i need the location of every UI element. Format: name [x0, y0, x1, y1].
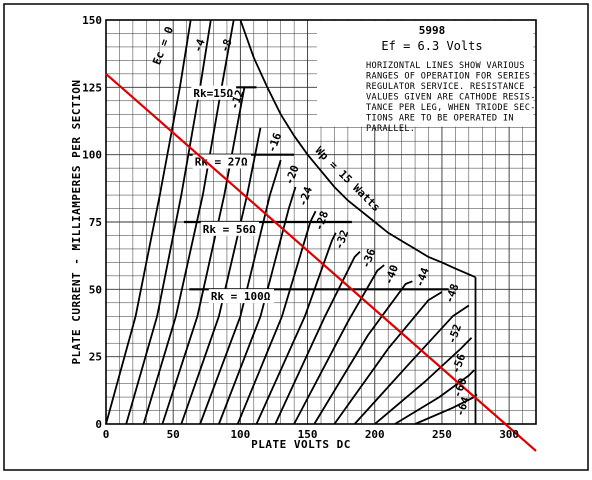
x-axis-title: PLATE VOLTS DC: [251, 438, 351, 451]
grid-bias-curve: [274, 250, 361, 425]
regulator-label-background: [192, 154, 252, 169]
grid-bias-curve: [333, 291, 443, 425]
grid-bias-label: -52: [445, 322, 464, 345]
grid-bias-curve: [180, 127, 262, 425]
grid-bias-curve: [255, 232, 337, 425]
curve-layer: [105, 19, 478, 425]
note-line: RANGES OF OPERATION FOR SERIES: [366, 72, 530, 82]
regulator-label-background: [200, 221, 260, 236]
x-tick-label: 50: [167, 428, 180, 441]
x-tick-label: 150: [298, 428, 318, 441]
grid-bias-curve: [199, 159, 282, 425]
regulator-label-background: [208, 289, 275, 304]
overlay-layer: Rk=15Ω Rk = 27Ω Rk = 56Ω Rk = 100Ω: [105, 73, 537, 452]
y-tick-label: 50: [89, 283, 102, 296]
grid-bias-label: -36: [359, 247, 378, 270]
plot-border: [105, 19, 537, 425]
y-tick-label: 75: [89, 216, 102, 229]
regulator-label: Rk=15Ω: [193, 87, 233, 100]
y-tick-label: 25: [89, 351, 102, 364]
grid-bias-curve: [218, 186, 297, 425]
note-background: [316, 21, 534, 127]
regulator-label: Rk = 100Ω: [211, 290, 271, 303]
note-line: TANCE PER LEG, WHEN TRIODE SEC-: [366, 103, 536, 113]
grid-bias-label: -28: [312, 209, 331, 232]
grid-bias-label: -40: [382, 263, 401, 286]
grid-bias-label: -12: [228, 88, 247, 111]
note-line: TIONS ARE TO BE OPERATED IN: [366, 114, 514, 124]
regulator-label: Rk = 56Ω: [203, 223, 256, 236]
grid-bias-label: -20: [283, 163, 302, 186]
x-tick-label: 0: [103, 428, 110, 441]
grid-bias-curve: [353, 304, 470, 425]
x-tick-label: 300: [499, 428, 519, 441]
grid-bias-label: -48: [443, 282, 462, 305]
note-line: REGULATOR SERVICE. RESISTANCE: [366, 82, 525, 92]
grid-bias-curve: [236, 210, 317, 425]
grid-bias-label: -8: [218, 37, 235, 54]
grid-bias-curve: [313, 280, 413, 425]
grid-bias-curve: [142, 19, 235, 425]
text-layer: 0 50 100 150 200 250 3000255075100125150PLATE …: [70, 14, 536, 451]
grid-bias-curve: [125, 19, 212, 425]
grid-bias-label: -60: [451, 376, 470, 399]
grid-bias-curve: [374, 337, 473, 425]
grid-bias-label: -32: [332, 228, 351, 251]
outer-border: [3, 3, 589, 471]
grid-bias-curve: [105, 19, 192, 425]
y-tick-label: 100: [82, 149, 102, 162]
note-line: HORIZONTAL LINES SHOW VARIOUS: [366, 61, 525, 71]
regulator-label-background: [191, 85, 237, 100]
y-axis-title: PLATE CURRENT - MILLIAMPERES PER SECTION: [70, 80, 83, 365]
tube-type: 5998: [419, 24, 446, 37]
grid-bias-curve: [293, 264, 385, 425]
regulator-label: Rk = 27Ω: [195, 155, 248, 168]
x-tick-label: 200: [365, 428, 385, 441]
grid-bias-label: -64: [453, 395, 472, 418]
note-line: VALUES GIVEN ARE CATHODE RESIS-: [366, 93, 536, 103]
grid-bias-label: -4: [191, 37, 208, 54]
y-tick-label: 0: [95, 418, 102, 431]
grid-bias-label: -16: [265, 131, 284, 154]
x-tick-label: 250: [432, 428, 452, 441]
grid-bias-curve: [394, 369, 475, 425]
x-tick-label: 100: [230, 428, 250, 441]
heater-voltage: Ef = 6.3 Volts: [381, 39, 482, 53]
y-tick-label: 125: [82, 81, 102, 94]
note-line: PARALLEL.: [366, 124, 415, 134]
load-line: [105, 73, 537, 452]
grid-bias-label: -24: [296, 185, 315, 208]
y-tick-label: 150: [82, 14, 102, 27]
plate-dissipation-curve: [239, 19, 476, 279]
grid-bias-curve: [161, 87, 246, 425]
